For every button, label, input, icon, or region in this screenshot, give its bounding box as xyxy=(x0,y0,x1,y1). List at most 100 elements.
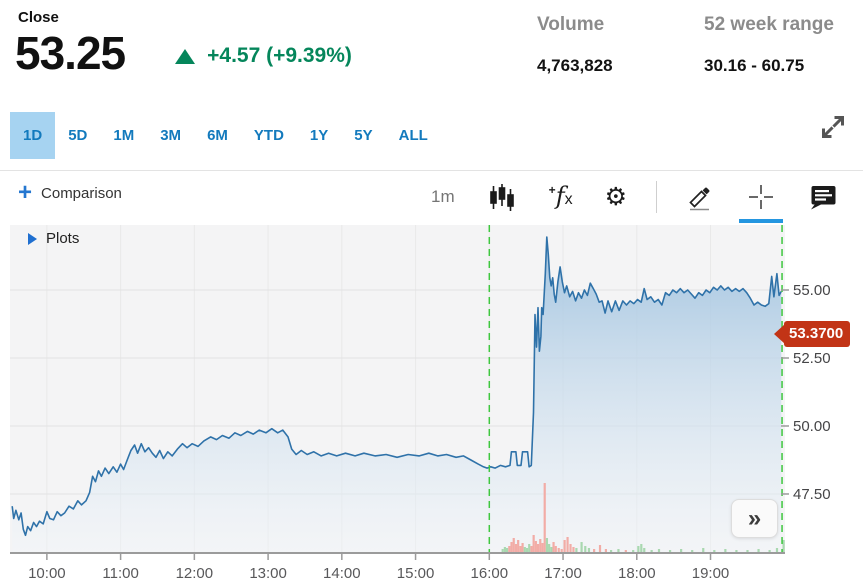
price-change: +4.57 (+9.39%) xyxy=(207,44,352,67)
x-axis-label: 18:00 xyxy=(618,565,656,582)
volume-bar xyxy=(735,550,738,553)
volume-bar xyxy=(569,544,572,553)
volume-bar xyxy=(713,550,716,553)
tab-3m[interactable]: 3M xyxy=(147,112,194,159)
volume-bar xyxy=(746,550,749,553)
draw-tool-button[interactable] xyxy=(677,171,723,223)
volume-bar xyxy=(724,549,727,553)
volume-bar xyxy=(501,549,504,553)
gear-icon: ⚙ xyxy=(604,183,627,211)
x-axis-label: 11:00 xyxy=(102,565,138,582)
range-tabs: 1D 5D 1M 3M 6M YTD 1Y 5Y ALL xyxy=(10,112,441,159)
volume-bar xyxy=(532,535,535,553)
volume-value: 4,763,828 xyxy=(537,56,613,75)
volume-bar xyxy=(554,546,557,553)
crosshair-icon xyxy=(749,185,773,209)
volume-bar xyxy=(593,549,596,553)
tab-1d[interactable]: 1D xyxy=(10,112,56,159)
toolbar-divider xyxy=(656,181,657,213)
volume-bar xyxy=(521,543,524,553)
tab-1m[interactable]: 1M xyxy=(100,112,147,159)
x-axis-label: 19:00 xyxy=(692,565,730,582)
candlestick-icon xyxy=(489,184,514,211)
price-line xyxy=(11,236,783,537)
tab-6m[interactable]: 6M xyxy=(194,112,241,159)
quote-header: Close 53.25 +4.57 (+9.39%) Volume 4,763,… xyxy=(0,0,863,112)
volume-bar xyxy=(643,548,646,553)
volume-bar xyxy=(552,542,555,553)
interval-label: 1m xyxy=(431,187,455,206)
y-axis-label: 50.00 xyxy=(793,418,831,435)
volume-bar xyxy=(525,548,529,553)
week-range-value: 30.16 - 60.75 xyxy=(704,56,805,75)
volume-bar xyxy=(503,547,506,553)
volume-bar xyxy=(523,547,526,553)
collapse-panel-button[interactable]: » xyxy=(731,499,778,538)
volume-bar xyxy=(548,544,551,553)
volume-bar xyxy=(637,546,640,553)
tab-5d[interactable]: 5D xyxy=(55,112,100,159)
x-axis-label: 13:00 xyxy=(249,565,287,582)
volume-bar xyxy=(657,549,661,553)
volume-bar xyxy=(757,549,760,553)
volume-bar xyxy=(587,548,591,553)
volume-bar xyxy=(650,550,653,553)
up-triangle-icon xyxy=(175,48,196,64)
x-axis-label: 16:00 xyxy=(471,565,509,582)
volume-bar xyxy=(580,542,583,553)
collapsed-triangle-icon xyxy=(28,232,37,245)
x-axis-label: 17:00 xyxy=(544,565,582,582)
volume-stat: Volume 4,763,828 xyxy=(537,14,613,76)
chart-render-root: 10:00 11:00 12:00 13:00 14:00 15:00 16:00 17:00… xyxy=(10,225,831,582)
add-comparison-button[interactable]: + Comparison xyxy=(18,179,122,206)
function-fx-icon: + f x xyxy=(548,182,573,210)
x-axis-label: 12:00 xyxy=(176,565,214,582)
plus-icon: + xyxy=(18,179,33,206)
chart-style-button[interactable] xyxy=(478,171,526,223)
comment-notes-icon xyxy=(811,186,836,210)
tab-ytd[interactable]: YTD xyxy=(241,112,297,159)
expand-icon xyxy=(821,115,845,138)
volume-bar xyxy=(514,544,518,553)
comments-button[interactable] xyxy=(799,171,847,223)
volume-bar xyxy=(510,542,513,553)
volume-bar xyxy=(519,546,522,553)
x-axis-label: 15:00 xyxy=(397,565,435,582)
volume-bar xyxy=(530,546,533,553)
volume-bar xyxy=(557,548,560,553)
volume-bar xyxy=(566,537,569,553)
volume-bar xyxy=(543,483,546,553)
volume-bar xyxy=(624,550,627,553)
tab-all[interactable]: ALL xyxy=(386,112,441,159)
x-axis-label: 14:00 xyxy=(323,565,361,582)
volume-bar xyxy=(617,549,620,553)
volume-bar xyxy=(545,538,549,553)
volume-bar xyxy=(572,547,575,553)
volume-bar xyxy=(782,540,785,553)
tab-5y[interactable]: 5Y xyxy=(341,112,385,159)
volume-bar xyxy=(536,544,540,553)
pencil-icon xyxy=(689,187,710,211)
volume-bar xyxy=(640,544,643,553)
week-range-label: 52 week range xyxy=(704,14,834,35)
y-axis-label: 47.50 xyxy=(793,486,831,503)
week-range-stat: 52 week range 30.16 - 60.75 xyxy=(704,14,834,76)
y-axis-label: 55.00 xyxy=(793,282,831,299)
tab-1y[interactable]: 1Y xyxy=(297,112,341,159)
indicators-button[interactable]: + f x xyxy=(540,171,582,223)
volume-bar xyxy=(632,550,635,553)
volume-bar xyxy=(609,550,613,553)
volume-bar xyxy=(680,549,683,553)
volume-bar xyxy=(575,548,578,553)
expand-chart-button[interactable] xyxy=(815,110,851,146)
volume-bar xyxy=(512,538,515,553)
chart-settings-button[interactable]: ⚙ xyxy=(596,171,636,223)
y-axis-label: 52.50 xyxy=(793,350,831,367)
interval-selector[interactable]: 1m xyxy=(422,171,464,223)
volume-label: Volume xyxy=(537,14,605,35)
price-chart-svg[interactable]: 10:00 11:00 12:00 13:00 14:00 15:00 16:00 17:00… xyxy=(0,222,863,586)
plots-toggle[interactable]: Plots xyxy=(28,230,79,247)
chart-area: 10:00 11:00 12:00 13:00 14:00 15:00 16:00 17:00… xyxy=(0,222,863,586)
volume-bar xyxy=(563,540,566,553)
crosshair-tool-button[interactable] xyxy=(737,171,785,223)
